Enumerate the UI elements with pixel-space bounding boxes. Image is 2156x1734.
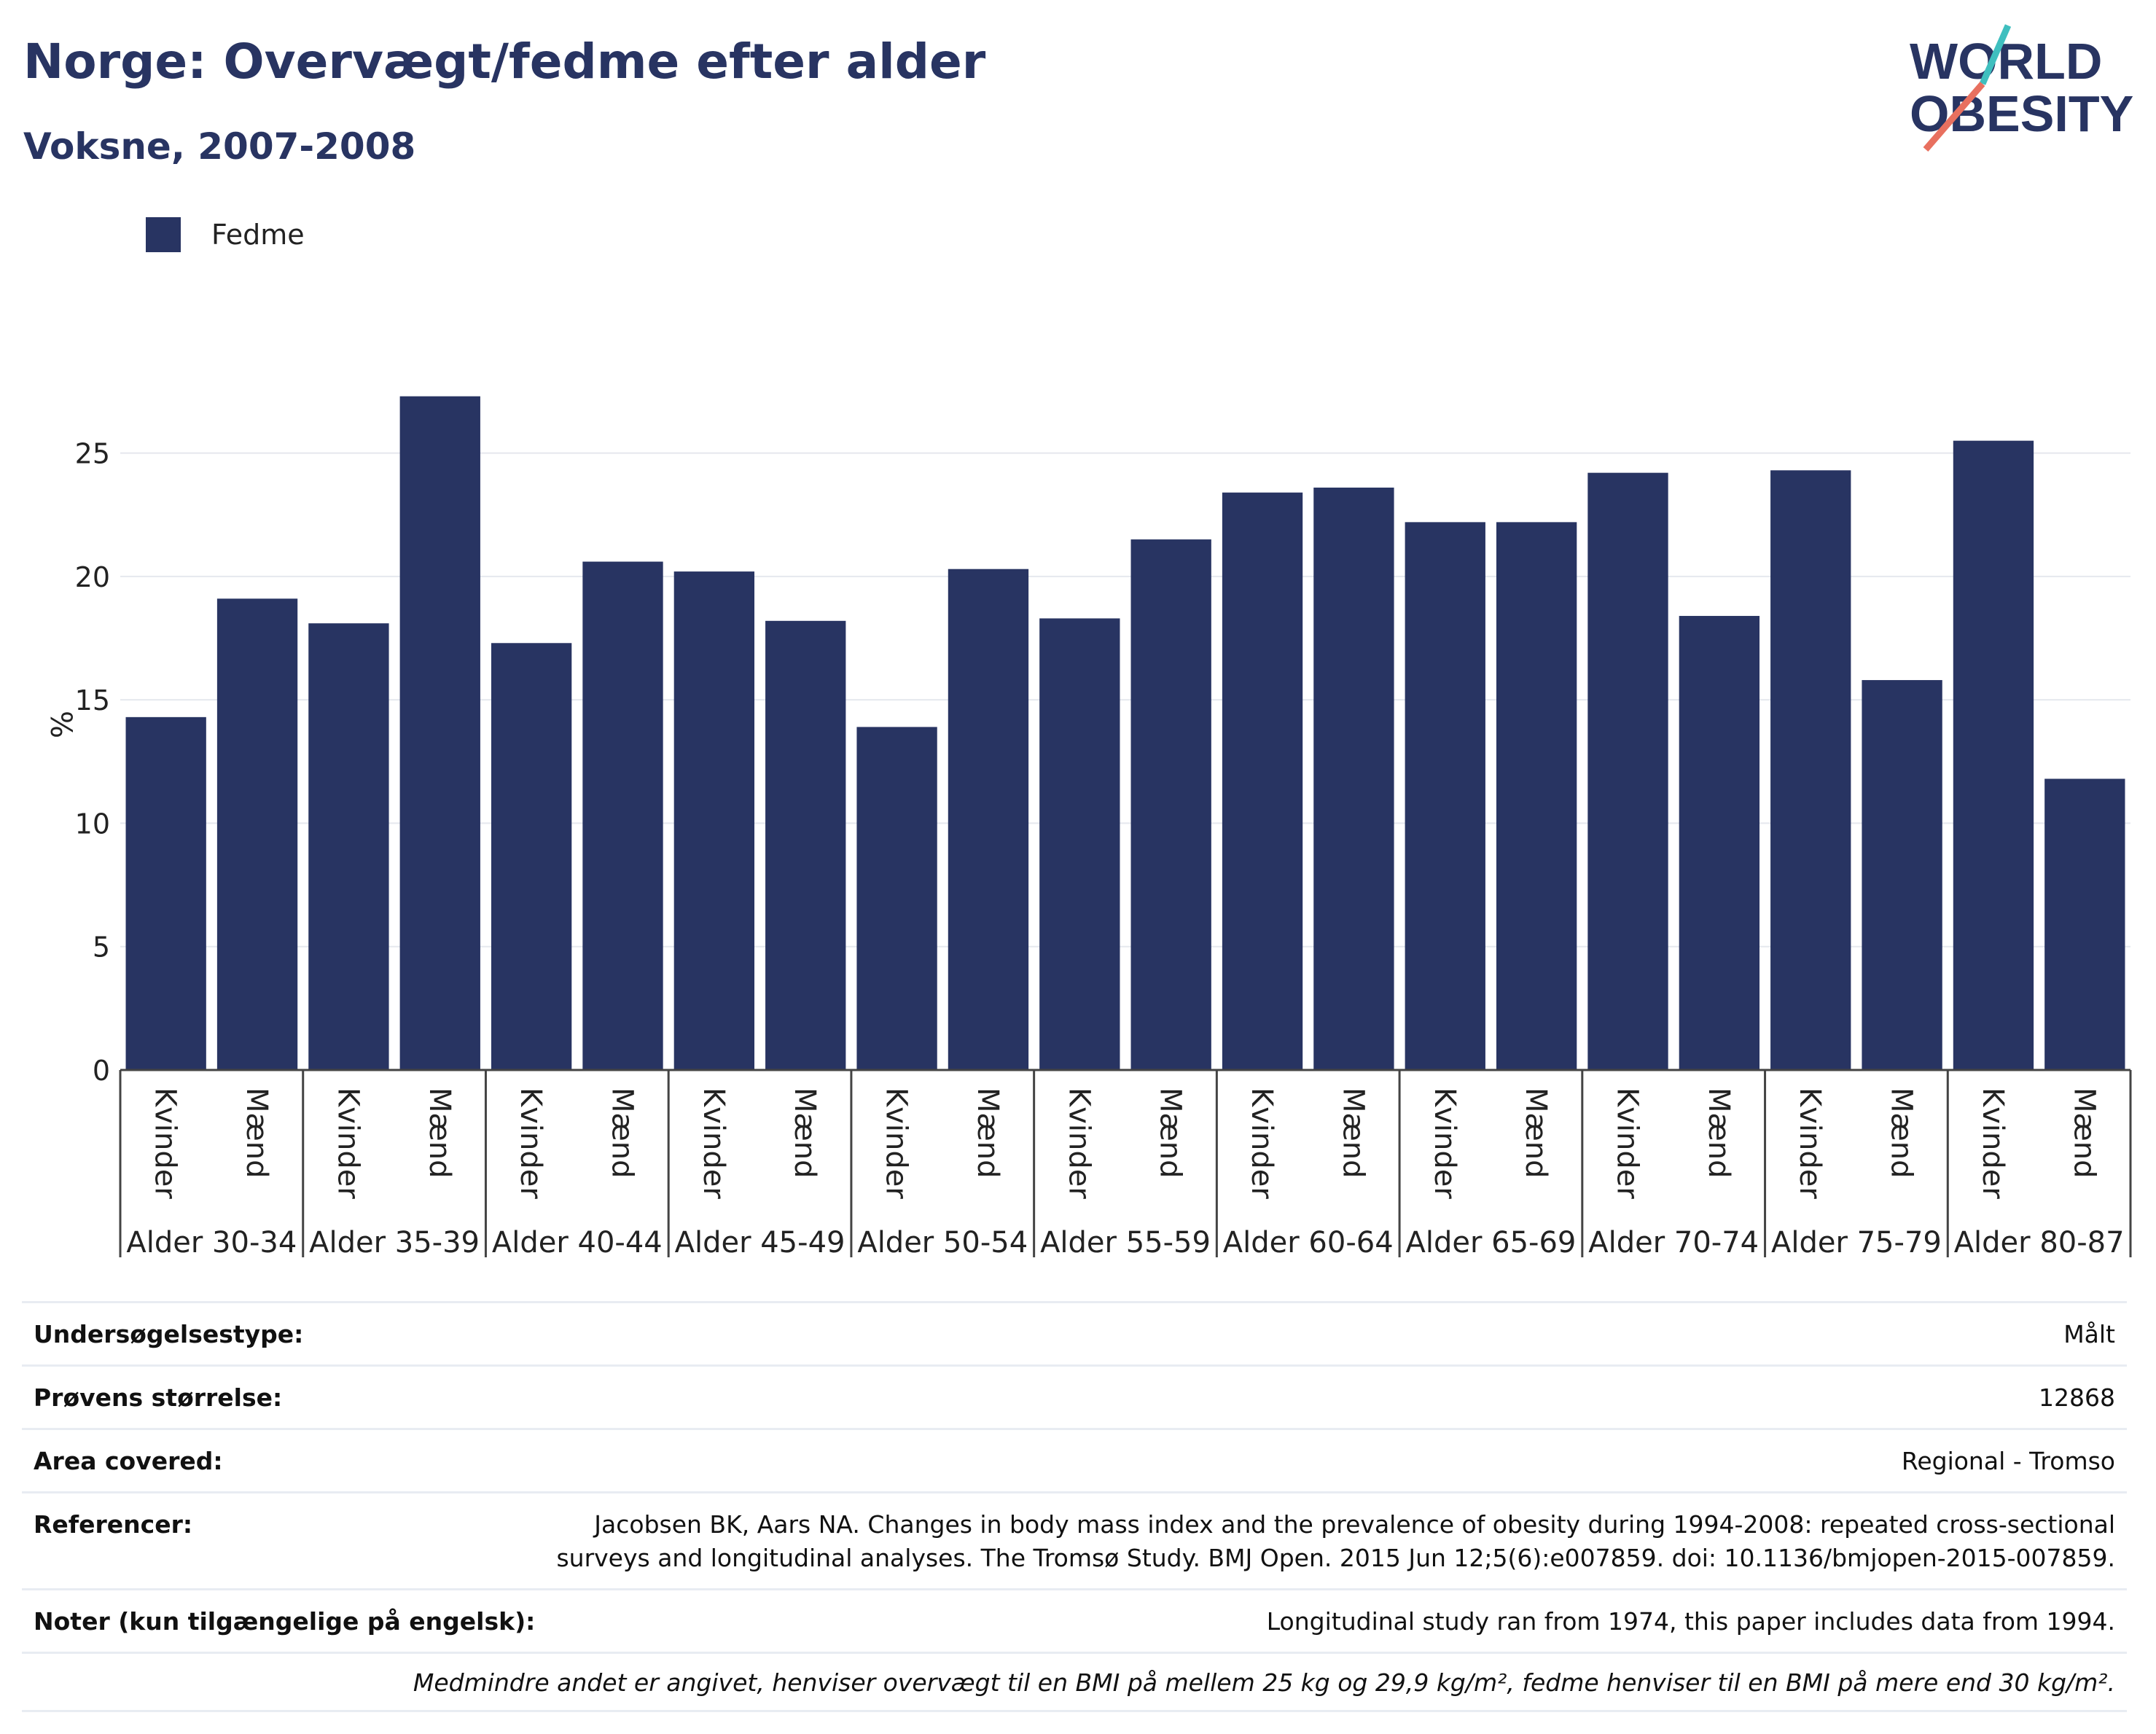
bar <box>1862 680 1942 1070</box>
x-tick-label: Mænd <box>606 1087 639 1179</box>
y-axis-label: % <box>44 711 77 738</box>
x-tick-label: Kvinder <box>697 1087 730 1199</box>
bar <box>856 727 937 1070</box>
info-row-sample-size: Prøvens størrelse: 12868 <box>22 1364 2127 1428</box>
legend-swatch-fedme <box>146 217 181 252</box>
y-tick-label: 20 <box>75 561 110 593</box>
bar <box>491 643 572 1070</box>
bar <box>308 623 389 1070</box>
info-value: Regional - Tromso <box>1901 1447 2115 1475</box>
legend-label-fedme: Fedme <box>211 219 305 251</box>
x-tick-label: Kvinder <box>331 1087 364 1199</box>
info-label: Prøvens størrelse: <box>34 1383 283 1412</box>
chart-subtitle: Voksne, 2007-2008 <box>23 125 416 168</box>
y-tick-label: 25 <box>75 438 110 470</box>
x-tick-label: Kvinder <box>1976 1087 2009 1199</box>
group-label: Alder 45-49 <box>675 1226 845 1260</box>
info-table: Undersøgelsestype: Målt Prøvens størrels… <box>22 1301 2127 1712</box>
bar <box>1313 487 1394 1070</box>
x-tick-label: Kvinder <box>514 1087 547 1199</box>
bar <box>125 716 206 1070</box>
legend: Fedme <box>146 217 305 252</box>
info-value: Longitudinal study ran from 1974, this p… <box>1266 1607 2115 1636</box>
group-label: Alder 50-54 <box>857 1226 1028 1260</box>
info-label: Referencer: <box>34 1510 193 1539</box>
bar <box>216 598 298 1070</box>
x-tick-label: Mænd <box>1702 1087 1735 1179</box>
bar <box>1587 472 1668 1070</box>
y-tick-label: 5 <box>93 932 110 964</box>
x-tick-label: Kvinder <box>1793 1087 1827 1199</box>
bar <box>1953 440 2034 1070</box>
bar <box>1770 470 1851 1070</box>
info-value: Jacobsen BK, Aars NA. Changes in body ma… <box>556 1510 2115 1572</box>
info-label: Undersøgelsestype: <box>34 1320 304 1348</box>
group-label: Alder 55-59 <box>1040 1226 1211 1260</box>
group-label: Alder 65-69 <box>1406 1226 1577 1260</box>
x-tick-label: Mænd <box>1885 1087 1918 1179</box>
x-tick-label: Kvinder <box>880 1087 913 1199</box>
bar <box>1679 616 1760 1070</box>
y-tick-label: 10 <box>75 808 110 840</box>
chart-title: Norge: Overvægt/fedme efter alder <box>23 34 986 90</box>
group-label: Alder 75-79 <box>1771 1226 1942 1260</box>
group-label: Alder 70-74 <box>1588 1226 1759 1260</box>
x-tick-label: Kvinder <box>1062 1087 1095 1199</box>
bar <box>1222 492 1303 1070</box>
x-tick-label: Mænd <box>971 1087 1004 1179</box>
info-row-survey-type: Undersøgelsestype: Målt <box>22 1301 2127 1364</box>
bar <box>1405 522 1485 1070</box>
info-row-references: Referencer: Jacobsen BK, Aars NA. Change… <box>22 1491 2127 1588</box>
info-value: 12868 <box>2039 1383 2115 1412</box>
x-tick-label: Kvinder <box>1428 1087 1461 1199</box>
y-tick-label: 0 <box>93 1055 110 1087</box>
x-tick-label: Mænd <box>423 1087 456 1179</box>
x-tick-label: Mænd <box>1336 1087 1370 1179</box>
logo-slash-coral <box>1923 82 1985 152</box>
footnote: Medmindre andet er angivet, henviser ove… <box>22 1652 2127 1712</box>
info-row-area-covered: Area covered: Regional - Tromso <box>22 1428 2127 1491</box>
info-row-notes: Noter (kun tilgængelige på engelsk): Lon… <box>22 1588 2127 1652</box>
group-label: Alder 60-64 <box>1223 1226 1394 1260</box>
bar <box>1130 539 1211 1070</box>
bar <box>673 571 755 1070</box>
logo-text-world: WORLD <box>1910 33 2102 90</box>
group-label: Alder 35-39 <box>309 1226 480 1260</box>
group-label: Alder 80-87 <box>1954 1226 2125 1260</box>
bar <box>582 561 663 1070</box>
x-tick-label: Kvinder <box>1245 1087 1278 1199</box>
world-obesity-logo: WORLD OBESITY <box>1910 24 2133 152</box>
group-label: Alder 40-44 <box>492 1226 663 1260</box>
bar <box>1039 618 1120 1070</box>
info-label: Area covered: <box>34 1447 223 1475</box>
group-label: Alder 30-34 <box>126 1226 297 1260</box>
x-tick-label: Kvinder <box>149 1087 182 1199</box>
bar <box>948 569 1029 1070</box>
x-tick-label: Mænd <box>788 1087 821 1179</box>
x-tick-label: Mænd <box>1519 1087 1552 1179</box>
bar <box>399 396 480 1070</box>
bar <box>1496 522 1577 1070</box>
info-label: Noter (kun tilgængelige på engelsk): <box>34 1607 536 1636</box>
y-tick-label: 15 <box>75 684 110 716</box>
bar <box>2044 778 2125 1070</box>
info-value: Målt <box>2063 1320 2115 1348</box>
x-tick-label: Mænd <box>1154 1087 1187 1179</box>
x-tick-label: Kvinder <box>1611 1087 1644 1199</box>
x-tick-label: Mænd <box>2067 1087 2101 1179</box>
logo-slash-teal <box>1979 24 2012 85</box>
x-tick-label: Mænd <box>240 1087 273 1179</box>
bar-chart: 0 5 10 15 20 25% Kvinder Mænd Kvinder Mænd Kvinder… <box>44 396 2132 1260</box>
bar <box>765 620 846 1070</box>
logo-text-obesity: OBESITY <box>1910 85 2133 142</box>
